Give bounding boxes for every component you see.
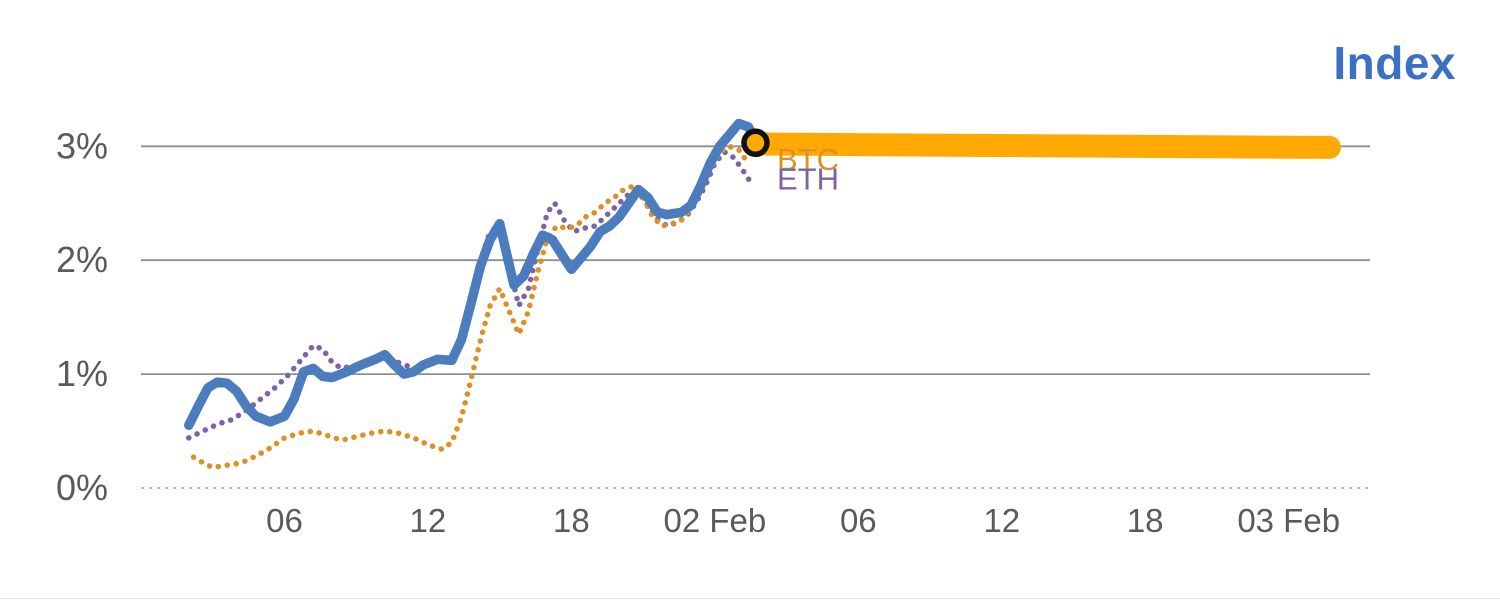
- x-axis-tick-label: 06: [840, 502, 877, 539]
- series-index-flat-band: [744, 132, 1341, 159]
- chart-title: Index: [1333, 37, 1456, 89]
- x-axis-tick-label: 03 Feb: [1237, 502, 1340, 539]
- y-axis-tick-label: 0%: [56, 467, 108, 508]
- x-axis-tick-label: 18: [553, 502, 590, 539]
- y-axis-tick-label: 1%: [56, 353, 108, 394]
- y-axis-tick-label: 2%: [56, 239, 108, 280]
- series-label-btc: BTC: [777, 142, 839, 177]
- x-axis-tick-label: 02 Feb: [664, 502, 767, 539]
- y-axis-tick-label: 3%: [56, 125, 108, 166]
- series-index: [184, 118, 761, 431]
- current-point-marker: [741, 128, 770, 158]
- bottom-divider: [0, 598, 1500, 599]
- x-axis-tick-label: 12: [983, 502, 1020, 539]
- series-label-eth: ETH: [777, 162, 839, 197]
- x-axis-tick-label: 18: [1127, 502, 1164, 539]
- x-axis-tick-label: 06: [266, 502, 303, 539]
- x-axis-tick-label: 12: [410, 502, 447, 539]
- series-btc: [190, 143, 749, 471]
